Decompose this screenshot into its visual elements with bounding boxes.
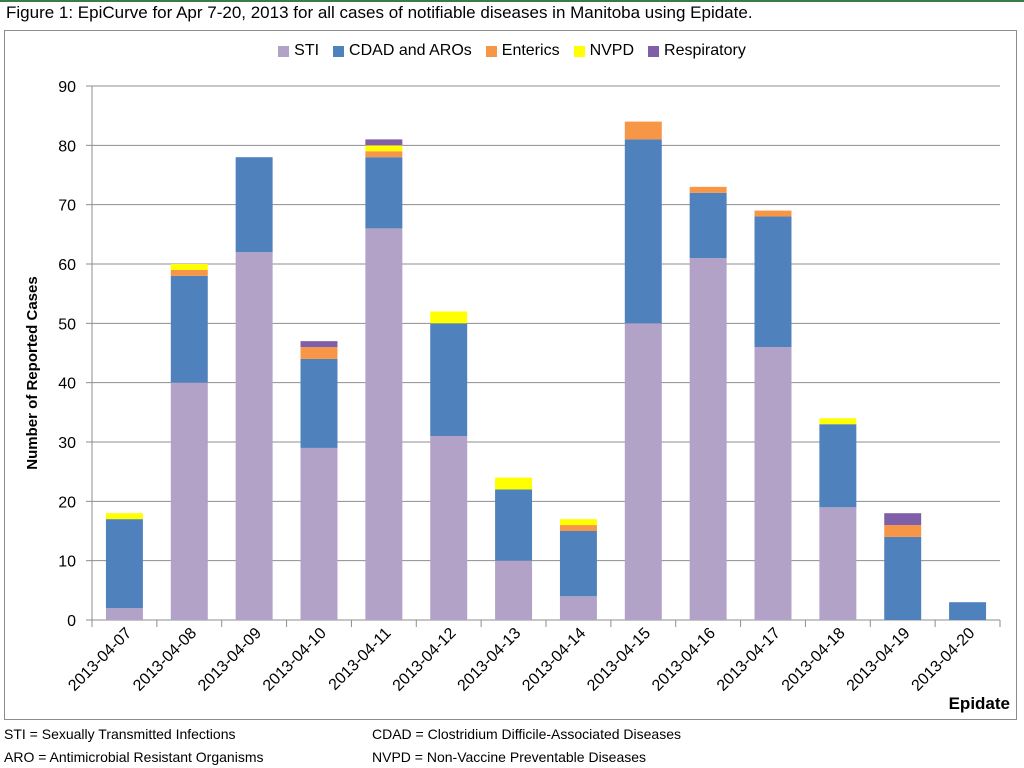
- bar-nvpd-2013-04-14: [559, 519, 597, 526]
- legend-item-sti: STI: [278, 42, 319, 60]
- y-tick-label: 20: [58, 494, 76, 511]
- x-tick-label-2013-04-09: 2013-04-09: [195, 625, 265, 695]
- bar-enterics-2013-04-19: [884, 525, 922, 537]
- legend-item-nvpd: NVPD: [573, 42, 635, 60]
- y-tick-label: 50: [58, 316, 76, 333]
- x-tick-label-2013-04-08: 2013-04-08: [130, 625, 200, 695]
- note-cdad: CDAD = Clostridium Difficile-Associated …: [372, 726, 682, 742]
- y-tick-label: 70: [58, 198, 76, 215]
- bar-sti-2013-04-07: [105, 608, 143, 620]
- bar-sti-2013-04-12: [430, 436, 468, 620]
- bar-nvpd-2013-04-07: [105, 513, 143, 520]
- bar-cdad-and-aros-2013-04-11: [365, 157, 403, 229]
- bar-nvpd-2013-04-12: [430, 311, 468, 324]
- bar-sti-2013-04-13: [495, 560, 533, 620]
- note-aro: ARO = Antimicrobial Resistant Organisms: [4, 749, 264, 765]
- bar-cdad-and-aros-2013-04-12: [430, 323, 468, 437]
- bar-enterics-2013-04-17: [754, 210, 792, 217]
- y-tick-label: 30: [58, 435, 76, 452]
- bar-cdad-and-aros-2013-04-09: [235, 157, 273, 253]
- legend-label: STI: [294, 42, 320, 59]
- bar-nvpd-2013-04-08: [170, 264, 208, 270]
- bar-sti-2013-04-11: [365, 228, 403, 620]
- bar-sti-2013-04-16: [689, 258, 727, 620]
- y-tick-label: 80: [58, 138, 76, 155]
- y-axis-title: Number of Reported Cases: [24, 276, 41, 469]
- chart-legend: STI CDAD and AROs Enterics NVPD Respiratory: [0, 40, 1024, 62]
- chart-frame: [4, 30, 1017, 720]
- bar-nvpd-2013-04-18: [819, 418, 857, 425]
- bar-sti-2013-04-15: [624, 323, 662, 620]
- top-accent-line: [0, 0, 1024, 2]
- legend-item-cdad-and-aros: CDAD and AROs: [333, 42, 472, 60]
- x-tick-label-2013-04-10: 2013-04-10: [260, 625, 330, 695]
- x-tick-label-2013-04-17: 2013-04-17: [714, 625, 784, 695]
- legend-label: NVPD: [589, 42, 635, 59]
- bar-cdad-and-aros-2013-04-19: [884, 536, 922, 620]
- bar-cdad-and-aros-2013-04-15: [624, 139, 662, 324]
- bar-cdad-and-aros-2013-04-18: [819, 424, 857, 508]
- bar-sti-2013-04-09: [235, 252, 273, 620]
- bar-nvpd-2013-04-11: [365, 145, 403, 152]
- y-tick-label: 90: [58, 79, 76, 96]
- bar-enterics-2013-04-10: [300, 347, 338, 359]
- legend-label: CDAD and AROs: [349, 42, 472, 59]
- legend-item-respiratory: Respiratory: [648, 42, 746, 60]
- bar-respiratory-2013-04-10: [300, 341, 338, 348]
- bar-cdad-and-aros-2013-04-13: [495, 489, 533, 561]
- x-axis-title: Epidate: [949, 694, 1010, 713]
- bar-respiratory-2013-04-11: [365, 139, 403, 146]
- legend-label: Enterics: [501, 42, 560, 59]
- x-tick-label-2013-04-18: 2013-04-18: [779, 625, 849, 695]
- note-nvpd: NVPD = Non-Vaccine Preventable Diseases: [372, 749, 647, 765]
- legend-swatch: [485, 45, 497, 57]
- legend-item-enterics: Enterics: [485, 42, 560, 60]
- x-tick-label-2013-04-11: 2013-04-11: [326, 625, 395, 694]
- bar-sti-2013-04-18: [819, 507, 857, 620]
- bar-enterics-2013-04-16: [689, 186, 727, 193]
- bar-enterics-2013-04-11: [365, 151, 403, 158]
- x-tick-label-2013-04-19: 2013-04-19: [844, 625, 914, 695]
- bar-nvpd-2013-04-13: [495, 477, 533, 490]
- legend-label: Respiratory: [664, 42, 746, 59]
- legend-swatch: [573, 45, 585, 57]
- y-tick-label: 0: [67, 613, 76, 630]
- y-tick-label: 60: [58, 257, 76, 274]
- x-tick-label-2013-04-20: 2013-04-20: [909, 625, 979, 695]
- bar-respiratory-2013-04-19: [884, 513, 922, 526]
- legend-swatch: [648, 45, 660, 57]
- bar-cdad-and-aros-2013-04-08: [170, 275, 208, 383]
- bar-sti-2013-04-08: [170, 382, 208, 620]
- bar-enterics-2013-04-14: [559, 525, 597, 531]
- bar-cdad-and-aros-2013-04-14: [559, 531, 597, 597]
- legend-swatch: [333, 45, 345, 57]
- x-tick-label-2013-04-12: 2013-04-12: [390, 625, 460, 695]
- y-tick-label: 10: [58, 554, 76, 571]
- bar-cdad-and-aros-2013-04-16: [689, 192, 727, 259]
- note-sti: STI = Sexually Transmitted Infections: [4, 726, 236, 742]
- bar-enterics-2013-04-08: [170, 269, 208, 276]
- bar-cdad-and-aros-2013-04-07: [105, 519, 143, 609]
- bar-cdad-and-aros-2013-04-20: [949, 602, 987, 620]
- figure-title: Figure 1: EpiCurve for Apr 7-20, 2013 fo…: [6, 3, 753, 22]
- bar-enterics-2013-04-15: [624, 121, 662, 140]
- x-tick-label-2013-04-13: 2013-04-13: [455, 625, 525, 695]
- bar-cdad-and-aros-2013-04-10: [300, 358, 338, 448]
- bar-sti-2013-04-17: [754, 347, 792, 620]
- x-tick-label-2013-04-15: 2013-04-15: [584, 625, 654, 695]
- legend-swatch: [278, 45, 290, 57]
- x-tick-label-2013-04-07: 2013-04-07: [65, 625, 135, 695]
- x-tick-label-2013-04-14: 2013-04-14: [519, 625, 589, 695]
- bar-sti-2013-04-14: [559, 596, 597, 620]
- bar-cdad-and-aros-2013-04-17: [754, 216, 792, 348]
- x-tick-label-2013-04-16: 2013-04-16: [649, 625, 719, 695]
- y-tick-label: 40: [58, 376, 76, 393]
- bar-sti-2013-04-10: [300, 447, 338, 620]
